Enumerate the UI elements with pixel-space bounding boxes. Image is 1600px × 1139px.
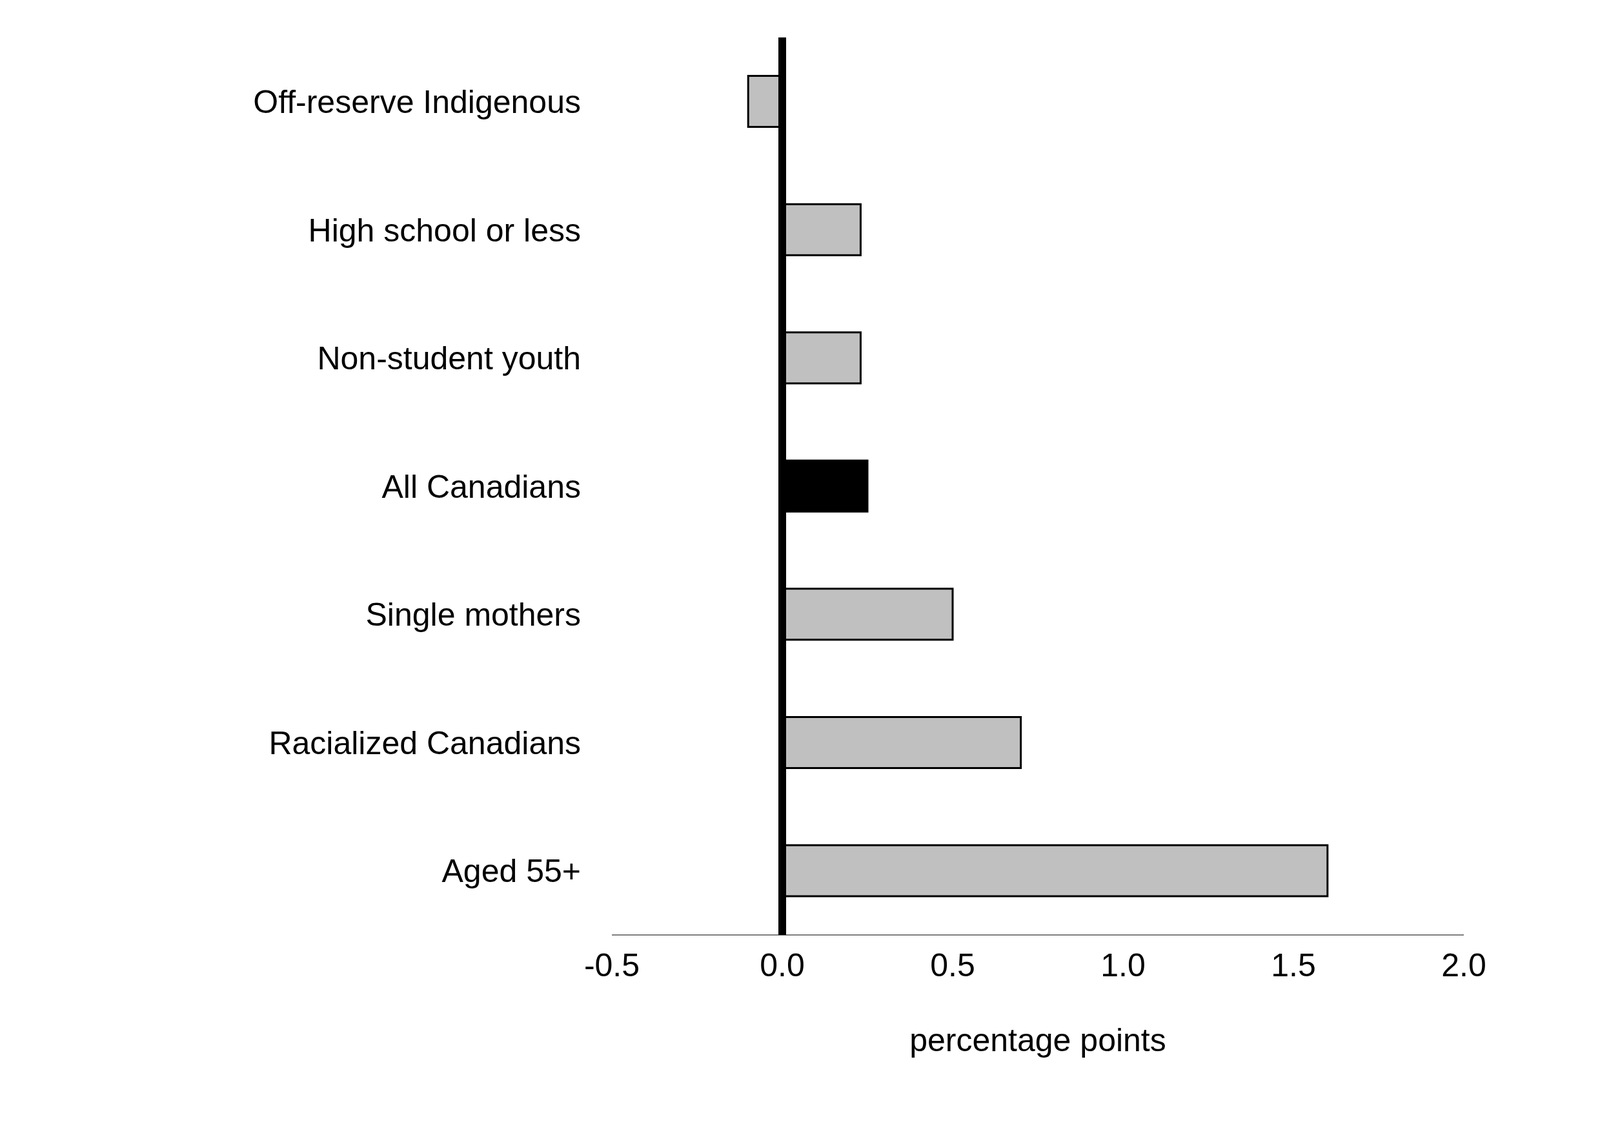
svg-text:Racialized Canadians: Racialized Canadians [268,724,581,761]
svg-text:0.0: 0.0 [759,946,805,983]
svg-text:Non-student youth: Non-student youth [316,340,581,377]
svg-text:Aged 55+: Aged 55+ [442,852,581,889]
svg-text:0.5: 0.5 [930,946,976,983]
svg-text:1.0: 1.0 [1100,946,1146,983]
svg-text:2.0: 2.0 [1441,946,1487,983]
svg-text:Off-reserve Indigenous: Off-reserve Indigenous [253,83,581,121]
svg-text:percentage points: percentage points [909,1021,1167,1058]
svg-text:Single mothers: Single mothers [365,596,582,633]
svg-text:-0.5: -0.5 [584,946,640,983]
svg-text:High school or less: High school or less [308,212,581,249]
svg-text:All Canadians: All Canadians [381,468,581,505]
svg-text:1.5: 1.5 [1270,946,1317,983]
